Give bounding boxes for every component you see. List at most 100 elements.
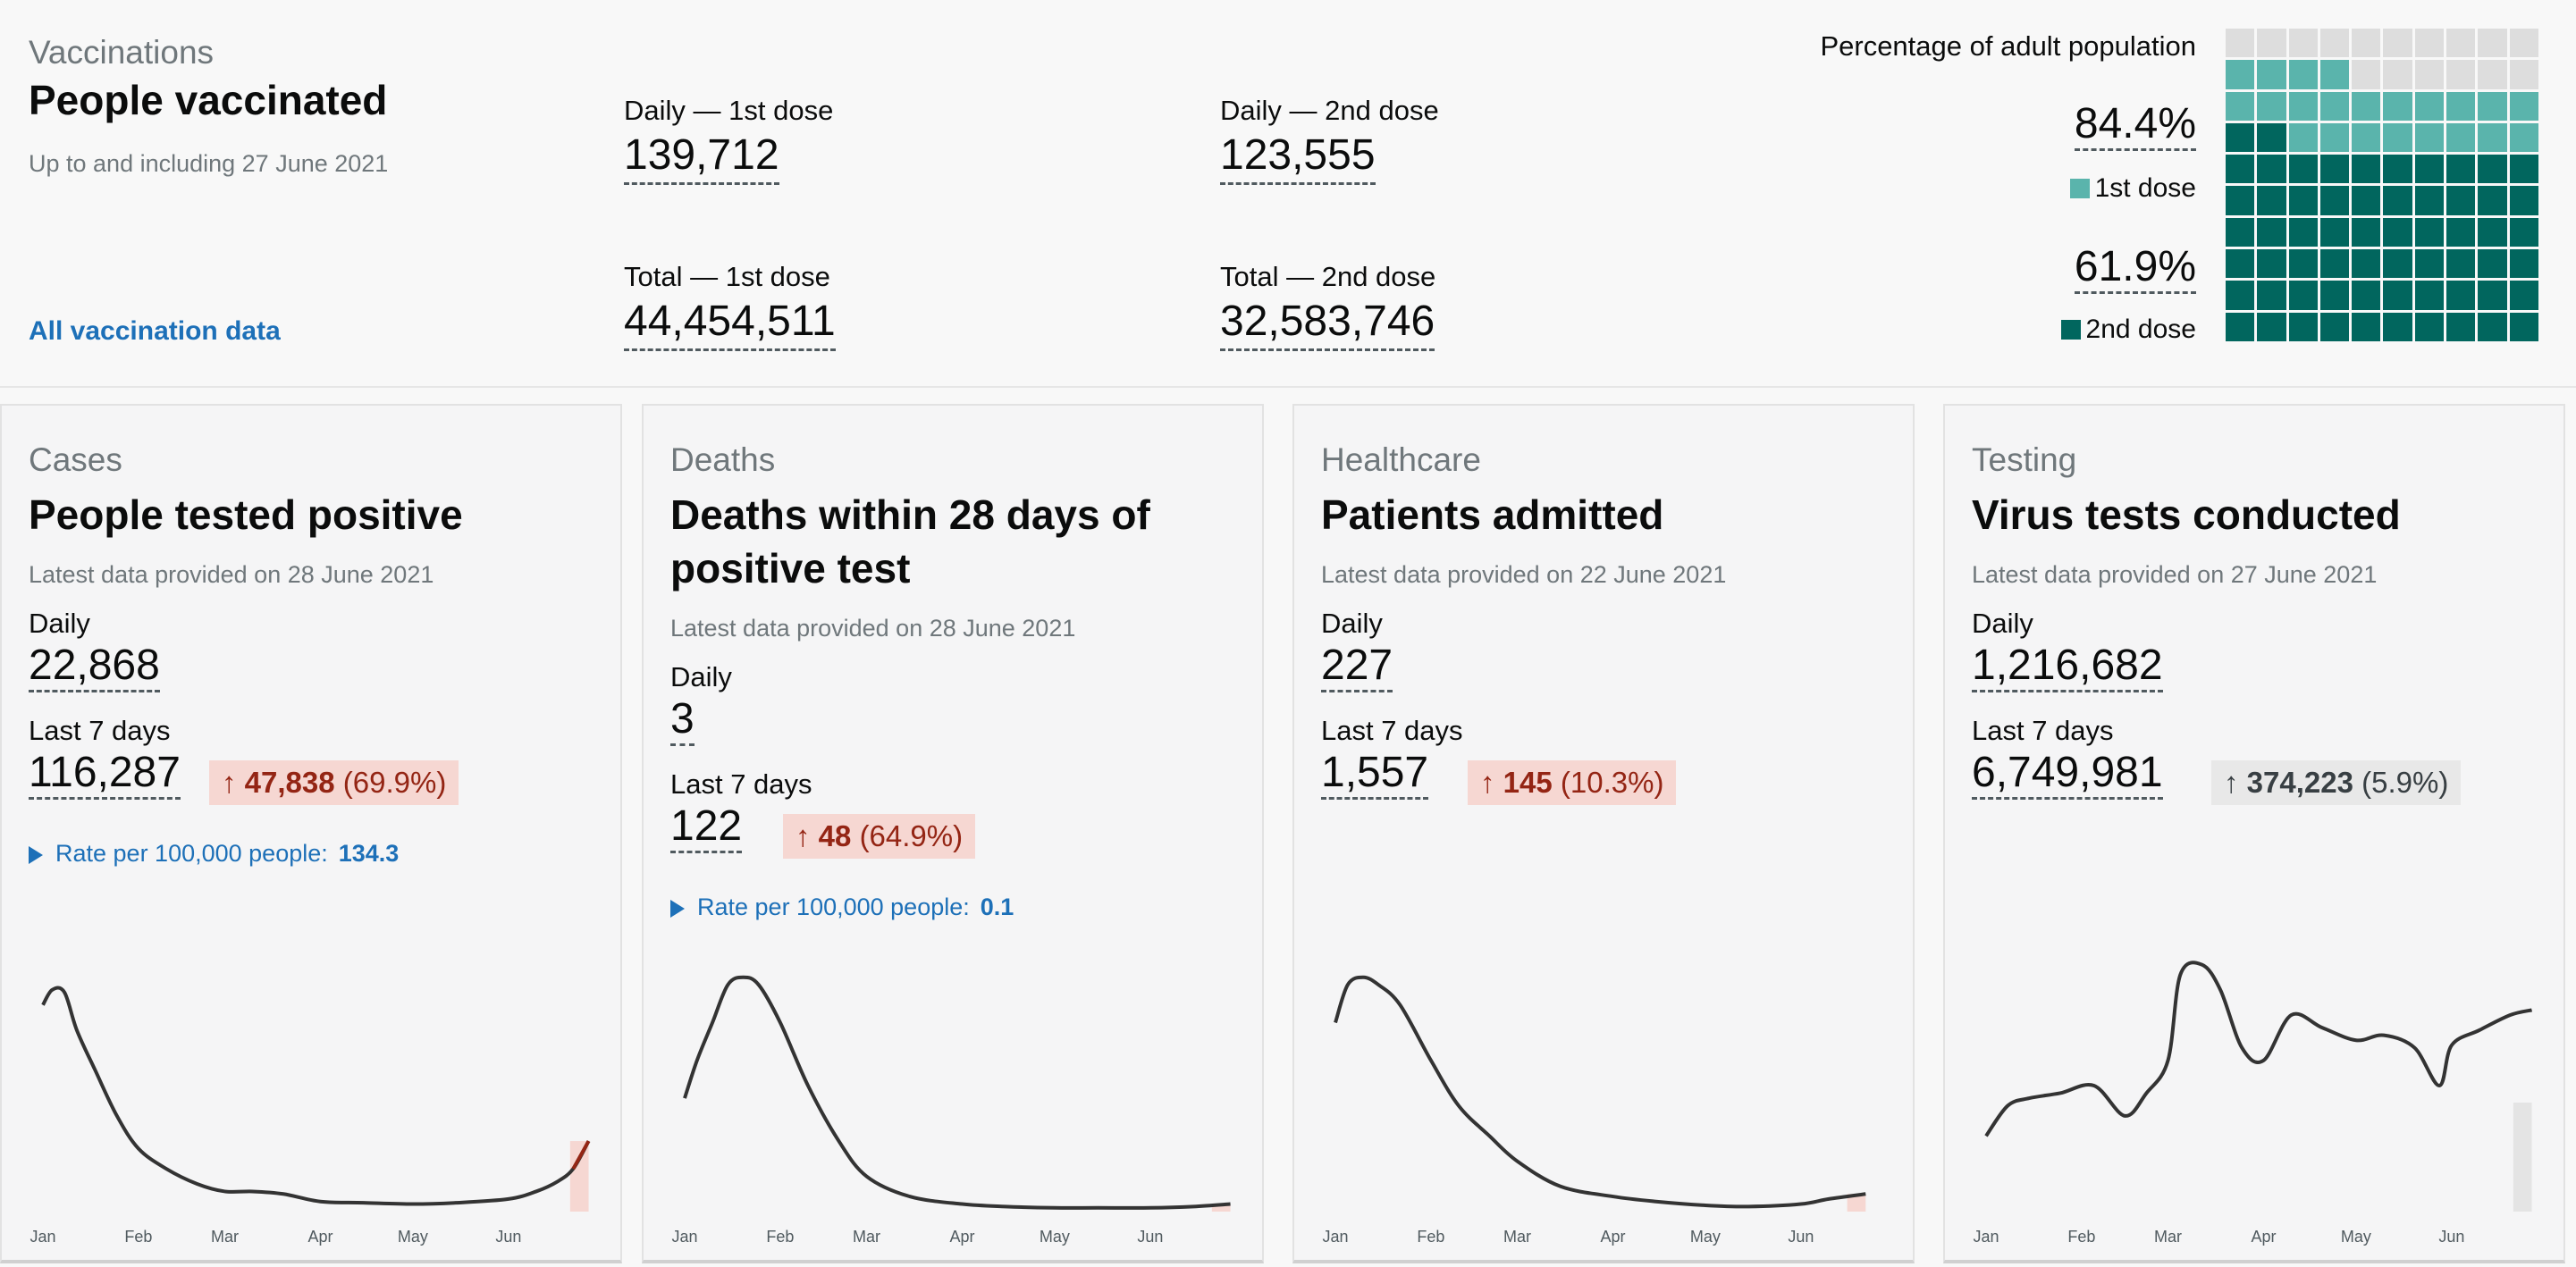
card-caption: Healthcare: [1321, 441, 1481, 478]
x-tick-label: May: [398, 1228, 428, 1246]
x-tick-label: Jun: [495, 1228, 521, 1246]
waffle-cell: [2383, 312, 2412, 341]
daily-label: Daily: [1321, 608, 1383, 639]
rate-label: Rate per 100,000 people:: [55, 840, 328, 867]
week-label: Last 7 days: [29, 715, 171, 746]
change-percent: (5.9%): [2361, 766, 2449, 799]
series-line: [1334, 975, 1866, 1209]
card-date: Latest data provided on 22 June 2021: [1321, 561, 1727, 588]
waffle-cell: [2383, 91, 2412, 121]
waffle-cell: [2226, 281, 2255, 310]
daily-value[interactable]: 3: [670, 695, 695, 746]
total-first-dose-label: Total — 1st dose: [624, 261, 830, 292]
waffle-cell: [2446, 281, 2476, 310]
x-tick-label: Mar: [211, 1228, 239, 1246]
series-line: [41, 986, 591, 1206]
card-title: Deaths within 28 days of positive test: [670, 491, 1150, 592]
change-badge[interactable]: ↑ 145 (10.3%): [1468, 760, 1677, 805]
arrow-up-icon: ↑: [1480, 766, 1495, 799]
week-value[interactable]: 122: [670, 802, 743, 853]
x-tick-label: Apr: [307, 1228, 333, 1246]
waffle-cell: [2478, 281, 2507, 310]
cases-card: Cases People tested positive Latest data…: [0, 404, 622, 1263]
change-value: 47,838: [244, 766, 335, 799]
x-tick-label: Mar: [1503, 1228, 1531, 1246]
waffle-cell: [2257, 155, 2286, 184]
waffle-cell: [2288, 217, 2318, 248]
waffle-cell: [2288, 29, 2318, 58]
waffle-cell: [2414, 249, 2445, 279]
waffle-cell: [2226, 29, 2255, 58]
waffle-cell: [2478, 29, 2507, 58]
vaccinations-caption: Vaccinations: [29, 34, 215, 71]
card-date: Latest data provided on 28 June 2021: [670, 615, 1076, 642]
second-dose-percentage[interactable]: 61.9%: [2074, 243, 2196, 294]
testing-sparkline: Jan Feb Mar Apr May Jun: [1973, 961, 2533, 1246]
waffle-cell: [2414, 217, 2445, 248]
week-label: Last 7 days: [1972, 715, 2114, 746]
waffle-cell: [2226, 60, 2255, 89]
daily-first-dose-label: Daily — 1st dose: [624, 95, 834, 126]
waffle-cell: [2446, 312, 2476, 341]
waffle-cell: [2352, 91, 2381, 121]
waffle-cell: [2352, 249, 2381, 279]
rate-label: Rate per 100,000 people:: [697, 894, 970, 920]
total-second-dose-value[interactable]: 32,583,746: [1220, 297, 1435, 351]
x-tick-label: Mar: [2154, 1228, 2182, 1246]
week-value[interactable]: 116,287: [29, 749, 181, 800]
waffle-cell: [2509, 312, 2538, 341]
last-7-days-band: [2513, 1103, 2532, 1212]
x-tick-label: Apr: [949, 1228, 974, 1246]
x-tick-label: Jan: [671, 1228, 697, 1246]
daily-label: Daily: [29, 608, 90, 639]
last-7-days-band: [569, 1141, 589, 1212]
waffle-cell: [2257, 217, 2286, 248]
week-value[interactable]: 1,557: [1321, 749, 1429, 800]
cases-sparkline: Jan Feb Mar Apr May Jun: [29, 986, 591, 1246]
rate-toggle[interactable]: Rate per 100,000 people: 0.1: [670, 894, 1014, 921]
arrow-up-icon: ↑: [796, 819, 811, 852]
daily-value[interactable]: 1,216,682: [1972, 642, 2163, 692]
x-tick-label: Jan: [29, 1228, 55, 1246]
daily-first-dose-value[interactable]: 139,712: [624, 130, 779, 185]
vaccinations-panel: Vaccinations People vaccinated Up to and…: [0, 0, 2576, 388]
waffle-cell: [2414, 60, 2445, 89]
daily-second-dose-value[interactable]: 123,555: [1220, 130, 1376, 185]
x-tick-label: Jan: [1322, 1228, 1348, 1246]
waffle-cell: [2509, 249, 2538, 279]
card-date: Latest data provided on 28 June 2021: [29, 561, 434, 588]
first-dose-percentage[interactable]: 84.4%: [2074, 100, 2196, 151]
testing-card: Testing Virus tests conducted Latest dat…: [1943, 404, 2565, 1263]
x-tick-label: Feb: [124, 1228, 152, 1246]
waffle-cell: [2383, 155, 2412, 184]
week-value[interactable]: 6,749,981: [1972, 749, 2163, 800]
waffle-cell: [2257, 29, 2286, 58]
waffle-cell: [2446, 186, 2476, 215]
change-badge[interactable]: ↑ 374,223 (5.9%): [2211, 760, 2462, 805]
change-badge[interactable]: ↑ 47,838 (69.9%): [209, 760, 459, 805]
waffle-cell: [2319, 217, 2350, 248]
waffle-cell: [2383, 186, 2412, 215]
change-value: 145: [1503, 766, 1553, 799]
waffle-cell: [2257, 122, 2286, 153]
daily-value[interactable]: 22,868: [29, 642, 160, 692]
second-dose-swatch: [2060, 320, 2081, 340]
series-line: [1984, 961, 2533, 1137]
waffle-cell: [2257, 60, 2286, 89]
rate-toggle[interactable]: Rate per 100,000 people: 134.3: [29, 840, 399, 868]
triangle-right-icon: [29, 846, 43, 864]
first-dose-legend: 1st dose: [2069, 173, 2196, 204]
total-first-dose-value[interactable]: 44,454,511: [624, 297, 836, 351]
waffle-cell: [2414, 91, 2445, 121]
card-caption: Cases: [29, 441, 122, 478]
all-vaccination-data-link[interactable]: All vaccination data: [29, 316, 281, 346]
waffle-cell: [2226, 155, 2255, 184]
waffle-cell: [2352, 155, 2381, 184]
change-badge[interactable]: ↑ 48 (64.9%): [783, 814, 976, 859]
daily-value[interactable]: 227: [1321, 642, 1393, 692]
waffle-cell: [2383, 29, 2412, 58]
waffle-cell: [2352, 312, 2381, 341]
waffle-cell: [2509, 29, 2538, 58]
waffle-cell: [2446, 91, 2476, 121]
rate-value: 0.1: [980, 894, 1014, 920]
